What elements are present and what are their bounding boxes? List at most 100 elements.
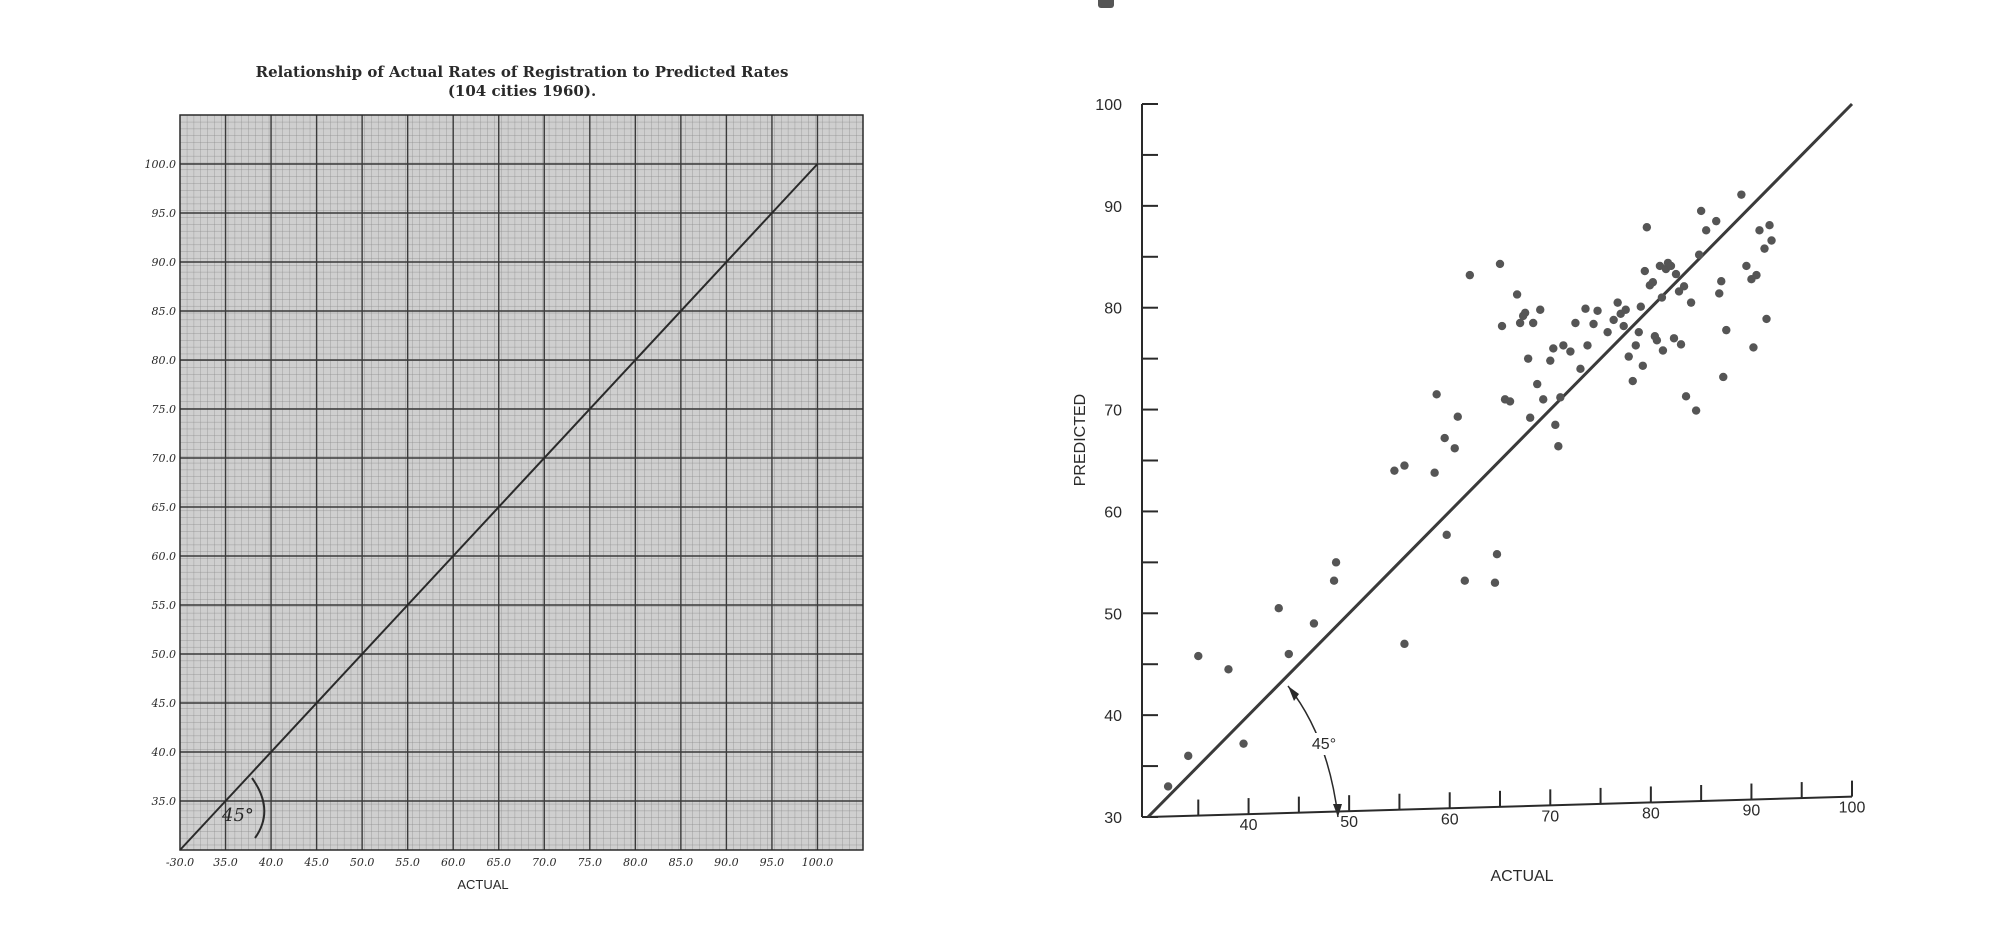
- y-tick-labels: 35.0 40.0 45.0 50.0 55.0 60.0 65.0 70.0 75.0 80.0…: [145, 158, 177, 808]
- data-point: [1505, 397, 1515, 406]
- data-point: [1450, 444, 1459, 453]
- y-tick-label: 45.0: [151, 697, 177, 710]
- arrow-head-upper: [1288, 686, 1299, 701]
- x-tick-label: 55.0: [395, 856, 420, 869]
- data-point: [1749, 343, 1758, 352]
- data-point: [1442, 530, 1451, 540]
- data-point: [1512, 290, 1522, 299]
- x-tick-label: 90: [1743, 803, 1761, 820]
- data-point: [1400, 461, 1409, 470]
- data-point: [1495, 259, 1505, 269]
- y-tick-label: 60: [1104, 504, 1122, 521]
- y-tick-labels: 30 40 50 60 70 80 90 100: [1095, 97, 1122, 827]
- data-point: [1717, 277, 1726, 286]
- data-point: [1691, 406, 1701, 415]
- x-tick-label: 90.0: [714, 856, 739, 869]
- data-point: [1400, 639, 1409, 649]
- x-axis-line: [1147, 795, 1853, 818]
- data-point: [1593, 306, 1602, 315]
- y-tick-label: 60.0: [152, 550, 177, 563]
- data-point: [1638, 361, 1648, 370]
- y-tick-label: 40: [1104, 708, 1122, 725]
- data-point: [1549, 344, 1558, 353]
- data-point: [1556, 393, 1565, 402]
- x-tick-label: 75.0: [578, 856, 603, 869]
- data-point: [1432, 390, 1441, 399]
- data-point: [1539, 395, 1548, 404]
- x-tick-label: 70: [1541, 808, 1559, 825]
- data-point: [1742, 261, 1751, 271]
- data-point: [1525, 413, 1535, 422]
- y-tick-label: 75.0: [152, 403, 177, 416]
- data-point: [1652, 336, 1662, 345]
- y-tick-label: 50.0: [152, 648, 177, 661]
- data-point: [1239, 739, 1248, 748]
- y-tick-label: 65.0: [152, 501, 177, 514]
- data-point: [1613, 298, 1622, 307]
- x-tick-label: 50.0: [350, 856, 375, 869]
- data-point: [1657, 293, 1667, 302]
- x-tick-label: 100: [1839, 800, 1866, 817]
- data-point: [1658, 346, 1668, 355]
- data-point: [1628, 376, 1637, 386]
- data-point: [1642, 223, 1652, 232]
- angle-label-bg: [1308, 733, 1346, 755]
- axes: [1141, 103, 1853, 818]
- data-point: [1722, 325, 1731, 335]
- data-point: [1696, 206, 1706, 216]
- data-point: [1755, 226, 1764, 235]
- data-point: [1719, 372, 1728, 382]
- data-point: [1515, 318, 1525, 328]
- x-tick-labels: 40 50 60 70 80 90 100: [1240, 800, 1866, 834]
- data-point: [1576, 364, 1585, 374]
- x-tick-label: 95.0: [760, 856, 785, 869]
- x-tick-label: 85.0: [669, 856, 694, 869]
- y-tick-label: 95.0: [152, 207, 177, 220]
- data-point: [1621, 305, 1630, 314]
- data-point: [1460, 576, 1469, 585]
- y-tick-label: 100.0: [145, 158, 177, 171]
- data-point: [1640, 266, 1650, 276]
- data-point: [1566, 347, 1575, 356]
- diagonal-line: [179, 163, 819, 851]
- y-tick-label: 70.0: [152, 452, 177, 465]
- x-tick-label: 70.0: [532, 856, 557, 869]
- data-point: [1440, 433, 1449, 443]
- graph-paper-chart: Relationship of Actual Rates of Registra…: [145, 63, 864, 892]
- data-point: [1634, 327, 1643, 337]
- data-point: [1679, 282, 1689, 291]
- data-point: [1490, 578, 1500, 587]
- data-point: [1571, 318, 1580, 328]
- data-point: [1624, 352, 1633, 361]
- data-point: [1274, 603, 1283, 613]
- x-tick-labels: -30.0 35.0 40.0 45.0 50.0 55.0 60.0 65.0 70.0 75.…: [166, 856, 833, 869]
- y-tick-label: 80: [1104, 301, 1122, 318]
- y-tick-label: 100: [1095, 97, 1122, 114]
- x-tick-label: 35.0: [213, 856, 238, 869]
- chart-title: Relationship of Actual Rates of Registra…: [256, 63, 789, 81]
- data-point: [1528, 318, 1538, 328]
- data-point: [1762, 314, 1771, 324]
- x-tick-label: 80: [1642, 805, 1660, 822]
- data-point: [1390, 466, 1399, 475]
- x-tick-label: -30.0: [166, 856, 194, 869]
- y-tick-label: 90.0: [152, 256, 177, 269]
- data-point: [1453, 412, 1462, 421]
- data-point: [1465, 270, 1475, 280]
- page-corner-mark: [1098, 0, 1114, 8]
- y-tick-label: 85.0: [152, 305, 177, 318]
- x-tick-label: 60: [1441, 811, 1459, 828]
- data-point: [1701, 226, 1711, 235]
- plot-frame: [179, 114, 864, 851]
- x-tick-label: 40: [1240, 817, 1258, 834]
- y-tick-label: 80.0: [152, 354, 177, 367]
- data-point: [1681, 392, 1691, 401]
- data-point: [1619, 321, 1628, 331]
- data-points: [1163, 190, 1776, 791]
- data-point: [1686, 298, 1696, 307]
- data-point: [1712, 216, 1721, 226]
- y-tick-label: 30: [1104, 810, 1122, 827]
- scatter-chart: 30 40 50 60 70 80 90 100 40 50 60 70 80 90 100 45° AC…: [1072, 97, 1866, 885]
- major-grid: [180, 115, 863, 850]
- data-point: [1671, 269, 1681, 279]
